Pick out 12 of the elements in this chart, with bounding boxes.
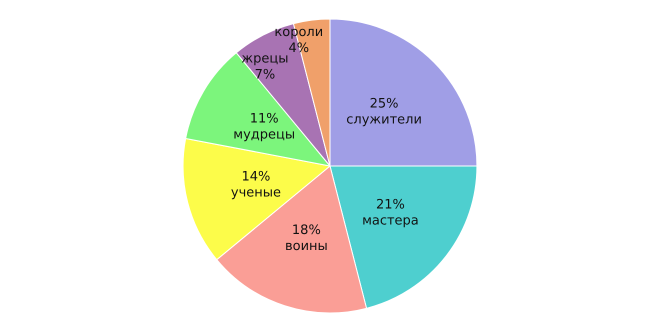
data-label: 7% bbox=[254, 68, 276, 83]
data-label: 14% bbox=[241, 170, 270, 185]
slice-label: воины bbox=[284, 239, 328, 254]
slice-label: жрецы bbox=[241, 52, 288, 67]
data-label: 18% bbox=[292, 223, 321, 238]
slice-label: мастера bbox=[362, 213, 419, 228]
slice-label: служители bbox=[346, 112, 422, 128]
data-label: 25% bbox=[370, 96, 399, 112]
slice-label: ученые bbox=[230, 186, 282, 201]
slice-label: мудрецы bbox=[233, 128, 296, 143]
data-label: 11% bbox=[250, 112, 279, 127]
data-label: 21% bbox=[376, 197, 405, 212]
